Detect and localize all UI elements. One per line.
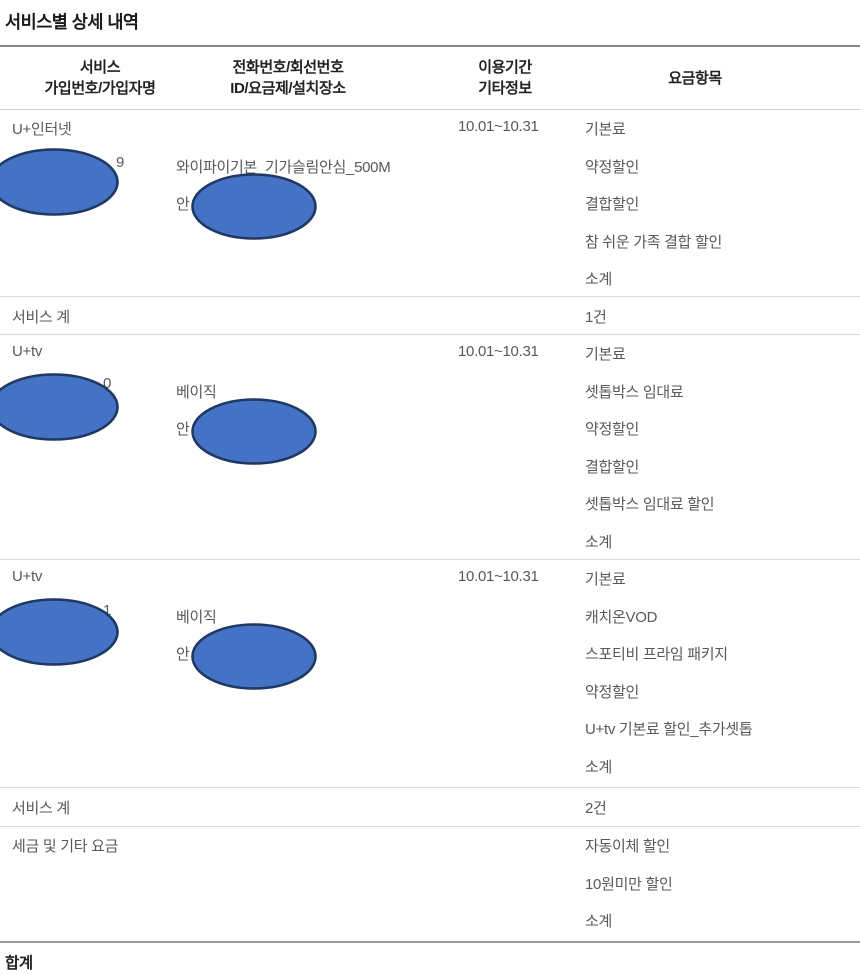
- charge-item: 소계: [585, 271, 613, 288]
- table-header-row: 서비스 가입번호/가입자명 전화번호/회선번호 ID/요금제/설치장소 이용기간…: [0, 45, 860, 110]
- service-name: U+tv: [12, 568, 43, 585]
- service-name: U+인터넷: [12, 121, 72, 138]
- charge-item: 약정할인: [585, 158, 640, 176]
- column-header-charge-item: 요금항목: [570, 68, 860, 89]
- column-header-line: 이용기간: [478, 59, 532, 76]
- column-header-line: ID/요금제/설치장소: [230, 80, 346, 97]
- redaction-ellipse-icon: [0, 373, 119, 441]
- masked-subscription-digit: 1: [103, 602, 112, 619]
- section-label: 세금 및 기타 요금: [12, 838, 119, 855]
- install-location-prefix: 안: [176, 421, 190, 438]
- plan-name: 베이직: [176, 383, 217, 401]
- service-name: U+tv: [12, 343, 43, 360]
- usage-period: 10.01~10.31: [458, 568, 539, 585]
- masked-subscription-digit: 9: [116, 154, 125, 171]
- plan-name: 와이파이기본_기가슬림안심_500M: [176, 158, 391, 176]
- charge-item: 약정할인: [585, 683, 640, 701]
- subtotal-label: 서비스 계: [12, 800, 70, 817]
- grand-total-row: 합계: [0, 943, 860, 974]
- charge-item: 기본료: [585, 121, 626, 138]
- charge-item: 자동이체 할인: [585, 838, 670, 855]
- redaction-ellipse-icon: [191, 173, 317, 240]
- column-header-line-info: 전화번호/회선번호 ID/요금제/설치장소: [176, 57, 440, 99]
- usage-period: 10.01~10.31: [458, 343, 539, 360]
- service-section-internet: U+인터넷 10.01~10.31 기본료 와이파이기본_기가슬림안심_500M…: [0, 110, 860, 297]
- redaction-ellipse-icon: [0, 598, 119, 666]
- service-subtotal-row: 서비스 계 2건: [0, 788, 860, 827]
- page-title: 서비스별 상세 내역: [5, 12, 139, 32]
- charge-item: 10원미만 할인: [585, 875, 673, 893]
- column-header-line: 요금항목: [668, 69, 722, 87]
- subtotal-label: 서비스 계: [12, 309, 70, 326]
- install-location-prefix: 안: [176, 196, 190, 213]
- charge-item: 소계: [585, 533, 613, 551]
- redaction-ellipse-icon: [191, 623, 317, 690]
- charge-item: 셋톱박스 임대료: [585, 383, 684, 401]
- plan-name: 베이직: [176, 608, 217, 626]
- column-header-line: 서비스: [79, 59, 121, 76]
- charge-item: 캐치온VOD: [585, 608, 658, 626]
- charge-item: 결합할인: [585, 196, 640, 213]
- charge-item: 결합할인: [585, 458, 640, 476]
- usage-period: 10.01~10.31: [458, 118, 539, 135]
- column-header-period: 이용기간 기타정보: [440, 57, 570, 99]
- charge-item: 참 쉬운 가족 결합 할인: [585, 233, 722, 251]
- charge-item: 소계: [585, 758, 613, 776]
- tax-and-other-section: 세금 및 기타 요금 자동이체 할인 10원미만 할인 소계: [0, 827, 860, 943]
- redaction-ellipse-icon: [0, 148, 119, 216]
- charge-item: 셋톱박스 임대료 할인: [585, 496, 715, 513]
- column-header-line: 기타정보: [478, 80, 532, 97]
- masked-subscription-digit: 0: [103, 375, 112, 392]
- subtotal-count: 2건: [585, 800, 607, 817]
- charge-item: 기본료: [585, 571, 626, 588]
- redaction-ellipse-icon: [191, 398, 317, 465]
- column-header-line: 전화번호/회선번호: [232, 59, 344, 76]
- charge-item: 소계: [585, 913, 613, 931]
- grand-total-label: 합계: [5, 955, 33, 972]
- service-section-tv-1: U+tv 10.01~10.31 기본료 베이직 셋톱박스 임대료 안 약정할인…: [0, 335, 860, 560]
- charge-item: 약정할인: [585, 421, 640, 438]
- subtotal-count: 1건: [585, 309, 607, 326]
- service-subtotal-row: 서비스 계 1건: [0, 297, 860, 335]
- charge-item: 스포티비 프라임 패키지: [585, 646, 728, 663]
- service-section-tv-2: U+tv 10.01~10.31 기본료 베이직 캐치온VOD 안 스포티비 프…: [0, 560, 860, 788]
- install-location-prefix: 안: [176, 646, 190, 663]
- column-header-service: 서비스 가입번호/가입자명: [0, 57, 176, 99]
- title-block: 서비스별 상세 내역: [0, 0, 860, 45]
- charge-item: 기본료: [585, 346, 626, 363]
- column-header-line: 가입번호/가입자명: [44, 80, 156, 97]
- charge-item: U+tv 기본료 할인_추가셋톱: [585, 721, 753, 738]
